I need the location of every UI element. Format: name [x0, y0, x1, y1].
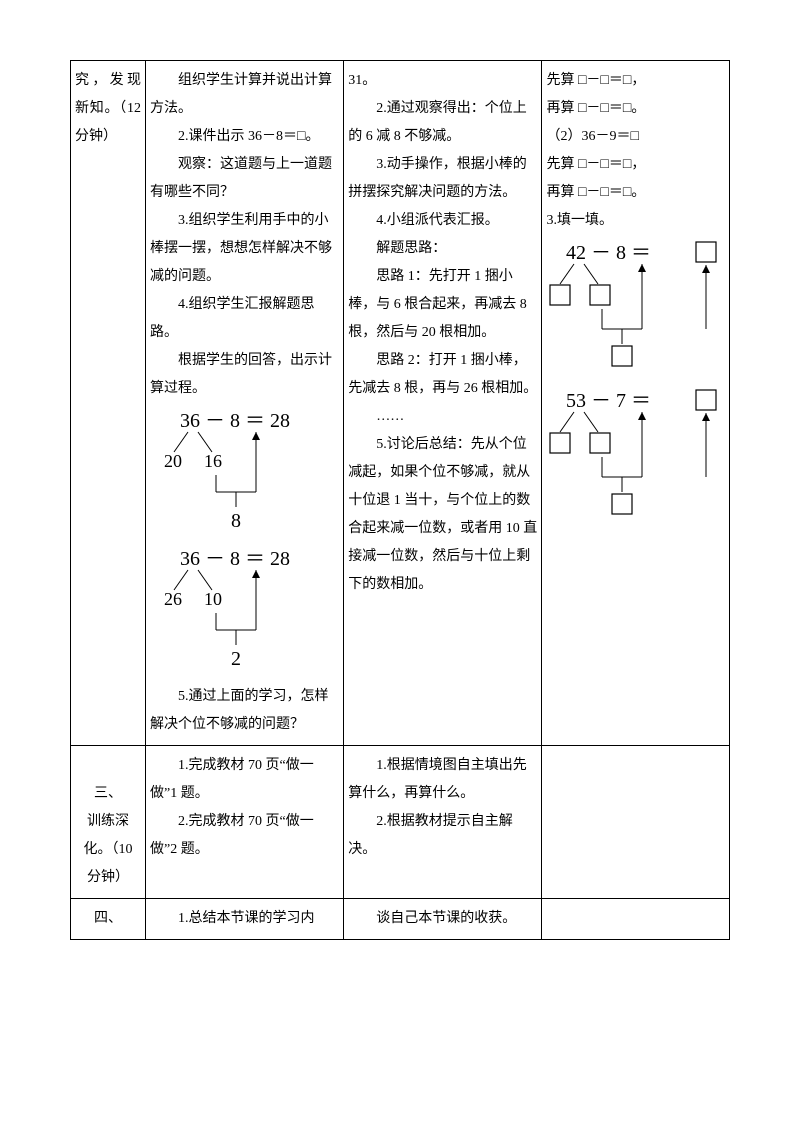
svg-text:36 － 8 ＝ 28: 36 － 8 ＝ 28	[180, 410, 290, 432]
split-diagram-1: 36 － 8 ＝ 28 20 16 8	[150, 407, 339, 537]
svg-text:2: 2	[231, 648, 241, 670]
para: 4.组织学生汇报解题思路。	[150, 291, 339, 347]
para: 组织学生计算并说出计算方法。	[150, 67, 339, 123]
para: 先算 □－□＝□，	[546, 67, 725, 95]
stage-text: 四、	[94, 911, 122, 926]
para: 3.填一填。	[546, 207, 725, 235]
svg-text:42 － 8 ＝: 42 － 8 ＝	[566, 242, 651, 264]
table-row: 三、 训练深化。（10 分钟） 1.完成教材 70 页“做一做”1 题。 2.完…	[71, 746, 730, 899]
para: 4.小组派代表汇报。	[348, 207, 537, 235]
para: 1.完成教材 70 页“做一做”1 题。	[150, 752, 339, 808]
para: 思路 1：先打开 1 捆小棒，与 6 根合起来，再减去 8 根，然后与 20 根…	[348, 263, 537, 347]
para: 谈自己本节课的收获。	[348, 905, 537, 933]
para: 观察：这道题与上一道题有哪些不同？	[150, 151, 339, 207]
para: 思路 2：打开 1 捆小棒，先减去 8 根，再与 26 根相加。	[348, 347, 537, 403]
cell-exercise	[542, 899, 730, 940]
cell-teacher: 1.完成教材 70 页“做一做”1 题。 2.完成教材 70 页“做一做”2 题…	[146, 746, 344, 899]
para: 再算 □－□＝□。	[546, 179, 725, 207]
cell-teacher: 组织学生计算并说出计算方法。 2.课件出示 36－8＝□。 观察：这道题与上一道…	[146, 61, 344, 746]
para: 根据学生的回答，出示计算过程。	[150, 347, 339, 403]
para: 5.讨论后总结：先从个位减起，如果个位不够减，就从十位退 1 当十，与个位上的数…	[348, 431, 537, 599]
cell-student: 1.根据情境图自主填出先算什么，再算什么。 2.根据教材提示自主解决。	[344, 746, 542, 899]
cell-stage: 三、 训练深化。（10 分钟）	[71, 746, 146, 899]
para: 5.通过上面的学习，怎样解决个位不够减的问题？	[150, 683, 339, 739]
svg-text:16: 16	[204, 451, 222, 471]
para: （2）36－9＝□	[546, 123, 725, 151]
para: 解题思路：	[348, 235, 537, 263]
svg-text:36 － 8 ＝ 28: 36 － 8 ＝ 28	[180, 548, 290, 570]
cell-student: 31。 2.通过观察得出：个位上的 6 减 8 不够减。 3.动手操作，根据小棒…	[344, 61, 542, 746]
para: 3.组织学生利用手中的小棒摆一摆，想想怎样解决不够减的问题。	[150, 207, 339, 291]
fill-diagram-1: 42 － 8 ＝	[546, 239, 725, 379]
table-row: 四、 1.总结本节课的学习内 谈自己本节课的收获。	[71, 899, 730, 940]
cell-student: 谈自己本节课的收获。	[344, 899, 542, 940]
stage-text: 究，发现新知。（12 分钟）	[75, 73, 141, 144]
table-row: 究，发现新知。（12 分钟） 组织学生计算并说出计算方法。 2.课件出示 36－…	[71, 61, 730, 746]
para: 2.通过观察得出：个位上的 6 减 8 不够减。	[348, 95, 537, 151]
cell-stage: 究，发现新知。（12 分钟）	[71, 61, 146, 746]
svg-text:8: 8	[231, 510, 241, 532]
svg-text:26: 26	[164, 589, 182, 609]
lesson-table: 究，发现新知。（12 分钟） 组织学生计算并说出计算方法。 2.课件出示 36－…	[70, 60, 730, 940]
para: 先算 □－□＝□，	[546, 151, 725, 179]
stage-text: 三、 训练深化。（10 分钟）	[84, 786, 133, 885]
para: 2.课件出示 36－8＝□。	[150, 123, 339, 151]
cell-stage: 四、	[71, 899, 146, 940]
svg-text:53 － 7 ＝: 53 － 7 ＝	[566, 390, 651, 412]
cell-teacher: 1.总结本节课的学习内	[146, 899, 344, 940]
split-diagram-2: 36 － 8 ＝ 28 26 10 2	[150, 545, 339, 675]
para: 再算 □－□＝□。	[546, 95, 725, 123]
para: 31。	[348, 67, 537, 95]
para: 2.完成教材 70 页“做一做”2 题。	[150, 808, 339, 864]
para: 2.根据教材提示自主解决。	[348, 808, 537, 864]
para: 3.动手操作，根据小棒的拼摆探究解决问题的方法。	[348, 151, 537, 207]
cell-exercise: 先算 □－□＝□， 再算 □－□＝□。 （2）36－9＝□ 先算 □－□＝□， …	[542, 61, 730, 746]
cell-exercise	[542, 746, 730, 899]
svg-text:10: 10	[204, 589, 222, 609]
para: ……	[348, 403, 537, 431]
para: 1.根据情境图自主填出先算什么，再算什么。	[348, 752, 537, 808]
svg-text:20: 20	[164, 451, 182, 471]
para: 1.总结本节课的学习内	[150, 905, 339, 933]
fill-diagram-2: 53 － 7 ＝	[546, 387, 725, 527]
